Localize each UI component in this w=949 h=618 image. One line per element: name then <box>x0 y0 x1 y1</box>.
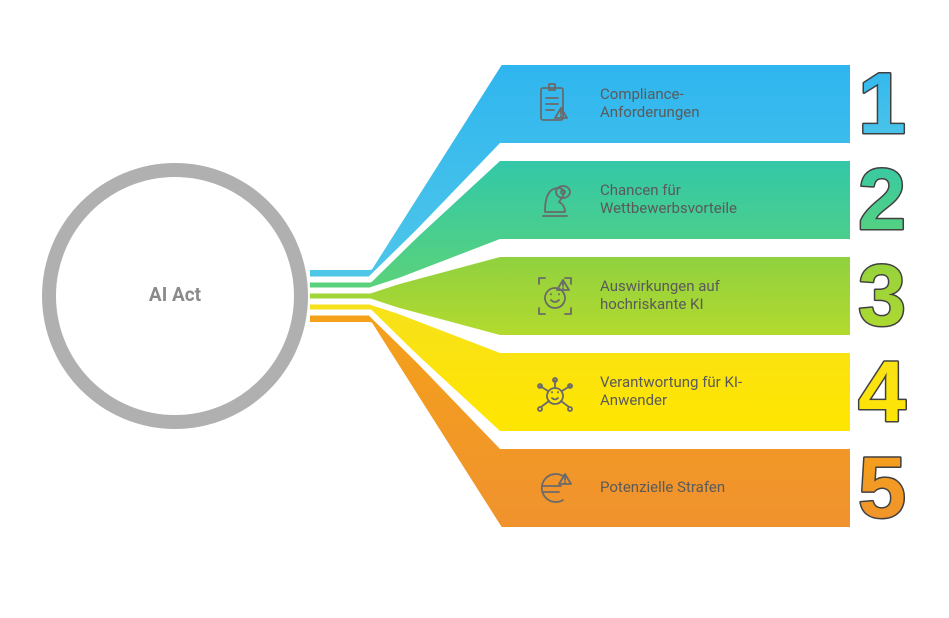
branch-1-number: 1 <box>858 56 906 152</box>
branch-5-label: Potenzielle Strafen <box>600 478 725 496</box>
center-label: AI Act <box>149 283 202 306</box>
branch-3-number: 3 <box>858 248 906 344</box>
branches-group <box>310 65 850 527</box>
branch-2-number: 2 <box>858 152 906 248</box>
branch-3-label: Auswirkungen aufhochriskante KI <box>600 277 721 313</box>
branch-4-number: 4 <box>858 344 906 440</box>
center-circle: AI Act <box>42 163 308 429</box>
branch-5-number: 5 <box>858 440 906 536</box>
numbers-group: 12345 <box>858 56 906 536</box>
